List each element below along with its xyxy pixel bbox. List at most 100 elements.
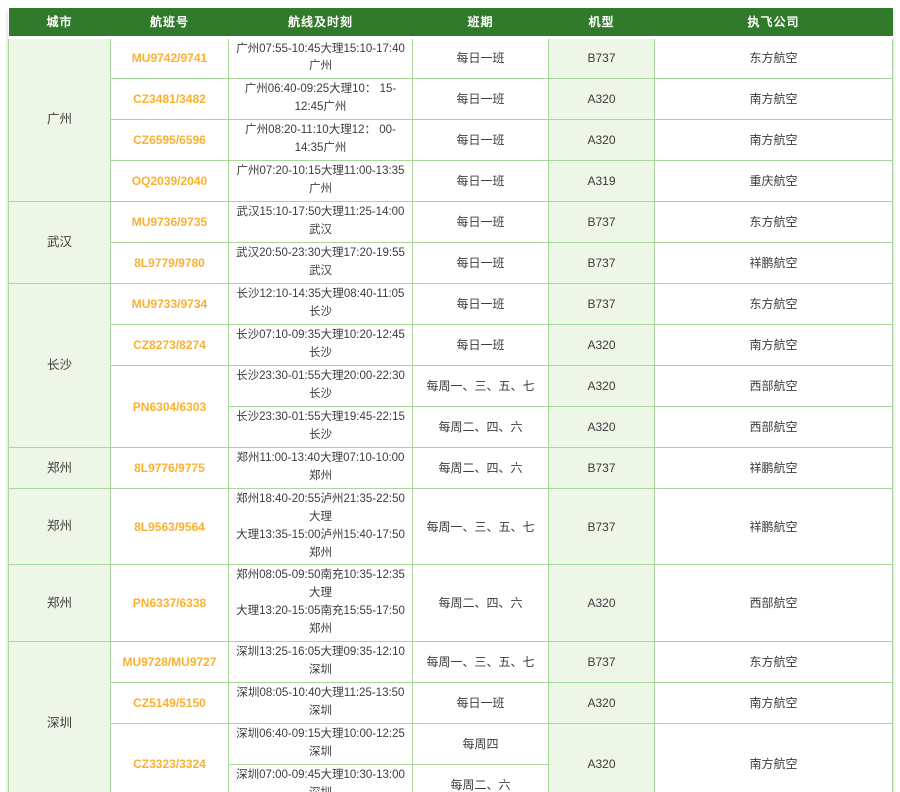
airline-cell: 南方航空 [654,722,893,792]
table-row: CZ8273/8274 长沙07:10-09:35大理10:20-12:45长沙每… [9,324,893,367]
city-cell: 郑州 [8,564,111,642]
aircraft-cell: A320 [548,722,655,792]
route-time-cell: 郑州18:40-20:55泸州21:35-22:50大理 大理13:35-15:… [228,488,413,566]
aircraft-cell: B737 [548,640,655,683]
aircraft-cell: B737 [548,201,655,244]
route-time-cell: 广州08:20-11:10大理12： 00-14:35广州 [228,119,413,162]
airline-cell: 南方航空 [654,324,893,367]
flight-number-cell: 8L9779/9780 [110,242,229,285]
route-time-cell: 长沙23:30-01:55大理20:00-22:30长沙 [228,365,413,408]
airline-cell: 南方航空 [654,681,893,724]
header-row: 城市 航班号 航线及时刻 班期 机型 执飞公司 [8,8,893,39]
table-row: 长沙 MU9733/9734 长沙12:10-14:35大理08:40-11:05长… [8,283,893,449]
schedule-cell: 每周二、四、六 [412,564,549,642]
schedule-cell: 每周一、三、五、七 [412,365,549,408]
route-time-cell: 郑州11:00-13:40大理07:10-10:00郑州 [228,447,413,490]
airline-cell: 重庆航空 [654,160,893,203]
table-row: 长沙23:30-01:55大理19:45-22:15长沙 每周二、四、六 A320 西… [9,406,893,449]
table-row: 深圳 MU9728/MU9727 深圳13:25-16:05大理09:35-12:1… [8,640,893,792]
airline-cell: 西部航空 [654,406,893,449]
airline-cell: 东方航空 [654,283,893,326]
flight-number-cell: CZ5149/5150 [110,681,229,724]
flight-number-cell: MU9736/9735 [110,201,229,244]
schedule-cell: 每周一、三、五、七 [412,640,549,683]
table-row: PN6304/6303 长沙23:30-01:55大理20:00-22:30长沙每… [9,365,893,449]
schedule-cell: 每日一班 [412,283,549,326]
airline-cell: 东方航空 [654,36,893,80]
route-time-cell: 武汉15:10-17:50大理11:25-14:00武汉 [228,201,413,244]
aircraft-cell: B737 [548,242,655,285]
aircraft-cell: B737 [548,36,655,80]
col-header-route-time: 航线及时刻 [228,8,413,39]
schedule-cell: 每日一班 [412,242,549,285]
flight-number-cell: OQ2039/2040 [110,160,229,203]
schedule-cell: 每日一班 [412,681,549,724]
aircraft-cell: B737 [548,447,655,490]
aircraft-cell: A320 [548,406,655,449]
aircraft-cell: A319 [548,160,655,203]
table-row: CZ5149/5150 深圳08:05-10:40大理11:25-13:50深圳每… [9,681,893,724]
route-time-cell: 深圳07:00-09:45大理10:30-13:00深圳 [228,763,413,792]
route-time-cell: 深圳13:25-16:05大理09:35-12:10深圳 [228,640,413,683]
schedule-cell: 每日一班 [412,36,549,80]
airline-cell: 祥鹏航空 [654,447,893,490]
route-time-cell: 广州07:55-10:45大理15:10-17:40广州 [228,36,413,80]
table-row: 深圳07:00-09:45大理10:30-13:00深圳每周二、六 [9,763,893,792]
airline-cell: 东方航空 [654,640,893,683]
flight-table-body: 广州 MU9742/9741 广州07:55-10:45大理15:10-17:40广… [8,36,893,792]
flight-number-cell: MU9733/9734 [110,283,229,326]
flight-number-cell: MU9728/MU9727 [110,640,229,683]
table-row: 郑州 8L9776/9775 郑州11:00-13:40大理07:10-10:00郑… [8,447,893,490]
col-header-aircraft: 机型 [548,8,655,39]
flight-number-cell: CZ8273/8274 [110,324,229,367]
flight-number-cell: 8L9776/9775 [110,447,229,490]
route-time-cell: 郑州08:05-09:50南充10:35-12:35大理 大理13:20-15:… [228,564,413,642]
flight-number-cell: PN6337/6338 [110,564,229,642]
table-row: OQ2039/2040 广州07:20-10:15大理11:00-13:35广州每… [9,160,893,203]
flight-number-cell: CZ3323/3324 [110,722,229,792]
table-row: 郑州 PN6337/6338 郑州08:05-09:50南充10:35-12:35大… [8,564,893,642]
schedule-cell: 每周一、三、五、七 [412,488,549,566]
aircraft-cell: A320 [548,119,655,162]
schedule-cell: 每周四 [412,722,549,765]
table-row: CZ6595/6596 广州08:20-11:10大理12： 00-14:35广州… [9,119,893,162]
city-cell: 长沙 [8,283,111,449]
aircraft-cell: B737 [548,488,655,566]
airline-cell: 祥鹏航空 [654,488,893,566]
flight-number-cell: CZ3481/3482 [110,78,229,121]
aircraft-cell: A320 [548,564,655,642]
flight-number-cell: 8L9563/9564 [110,488,229,566]
flight-number-cell: PN6304/6303 [110,365,229,449]
route-time-cell: 长沙12:10-14:35大理08:40-11:05长沙 [228,283,413,326]
aircraft-cell: A320 [548,324,655,367]
schedule-cell: 每周二、四、六 [412,447,549,490]
city-cell: 郑州 [8,447,111,490]
airline-cell: 西部航空 [654,564,893,642]
schedule-cell: 每周二、四、六 [412,406,549,449]
flight-schedule-table: 城市 航班号 航线及时刻 班期 机型 执飞公司 广州 MU9742/9741 广州0… [8,8,893,792]
table-row: 郑州 8L9563/9564 郑州18:40-20:55泸州21:35-22:50大… [8,488,893,566]
route-time-cell: 广州06:40-09:25大理10： 15-12:45广州 [228,78,413,121]
schedule-cell: 每日一班 [412,160,549,203]
schedule-cell: 每日一班 [412,201,549,244]
flight-number-cell: CZ6595/6596 [110,119,229,162]
col-header-flight-number: 航班号 [110,8,229,39]
route-time-cell: 武汉20:50-23:30大理17:20-19:55武汉 [228,242,413,285]
col-header-city: 城市 [8,8,111,39]
schedule-cell: 每日一班 [412,119,549,162]
route-time-cell: 广州07:20-10:15大理11:00-13:35广州 [228,160,413,203]
route-time-cell: 长沙23:30-01:55大理19:45-22:15长沙 [228,406,413,449]
table-row: CZ3481/3482 广州06:40-09:25大理10： 15-12:45广州… [9,78,893,121]
schedule-cell: 每周二、六 [412,763,549,792]
aircraft-cell: A320 [548,78,655,121]
flight-number-cell: MU9742/9741 [110,36,229,80]
table-row: CZ3323/3324 深圳06:40-09:15大理10:00-12:25深圳每… [9,722,893,792]
aircraft-cell: A320 [548,365,655,408]
table-row: 8L9779/9780 武汉20:50-23:30大理17:20-19:55武汉每… [9,242,893,285]
airline-cell: 南方航空 [654,78,893,121]
col-header-schedule: 班期 [412,8,549,39]
col-header-airline: 执飞公司 [654,8,893,39]
route-time-cell: 长沙07:10-09:35大理10:20-12:45长沙 [228,324,413,367]
